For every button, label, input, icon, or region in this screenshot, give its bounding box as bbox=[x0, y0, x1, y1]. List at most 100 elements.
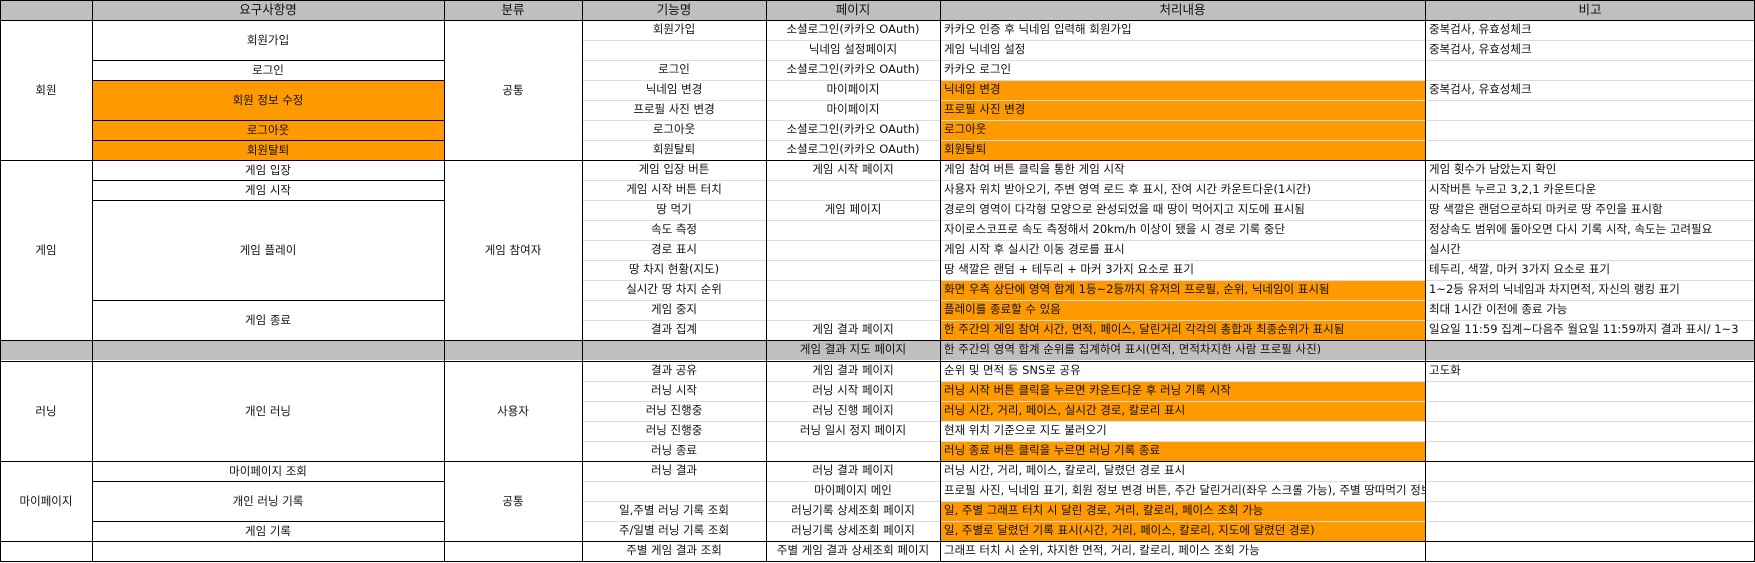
grid-line bbox=[92, 180, 444, 181]
process-cell: 게임 시작 후 실시간 이동 경로를 표시 bbox=[944, 242, 1125, 256]
process-cell: 러닝 시간, 거리, 페이스, 칼로리, 달렸던 경로 표시 bbox=[944, 463, 1186, 477]
feature-cell: 러닝 시작 bbox=[651, 383, 697, 397]
grid-line bbox=[92, 120, 444, 121]
grid-line bbox=[92, 0, 93, 562]
process-cell: 일, 주별 그래프 터치 시 달린 경로, 거리, 칼로리, 페이스 조회 가능 bbox=[940, 501, 1425, 521]
process-cell: 일, 주별로 달렸던 기록 표시(시간, 거리, 페이스, 칼로리, 지도에 달… bbox=[940, 521, 1425, 541]
process-cell: 카카오 인증 후 닉네임 입력해 회원가입 bbox=[944, 22, 1132, 36]
page-cell: 게임 페이지 bbox=[824, 202, 882, 216]
process-cell: 게임 참여 버튼 클릭을 통한 게임 시작 bbox=[944, 162, 1125, 176]
process-cell: 게임 닉네임 설정 bbox=[944, 42, 1026, 56]
row-line bbox=[582, 381, 1755, 382]
note-cell bbox=[1425, 521, 1755, 541]
column-header[interactable]: 기능명 bbox=[582, 0, 766, 20]
page-cell: 게임 결과 지도 페이지 bbox=[799, 342, 907, 356]
grid-line bbox=[92, 481, 444, 482]
page-cell: 게임 시작 페이지 bbox=[812, 162, 894, 176]
column-header[interactable]: 페이지 bbox=[766, 0, 940, 20]
page-cell bbox=[766, 280, 940, 300]
grid-line bbox=[0, 541, 1755, 542]
feature-cell: 로그아웃 bbox=[652, 122, 696, 136]
grid-line bbox=[0, 0, 1755, 1]
feature-cell: 러닝 결과 bbox=[651, 463, 697, 477]
group-cell-mypage: 마이페이지 bbox=[19, 494, 73, 508]
note-cell: 최대 1시간 이전에 종료 가능 bbox=[1429, 302, 1568, 316]
note-cell bbox=[1425, 401, 1755, 421]
process-cell: 프로필 사진 변경 bbox=[940, 100, 1425, 120]
note-cell: 고도화 bbox=[1429, 363, 1461, 377]
requirement-cell: 회원 정보 수정 bbox=[92, 80, 444, 120]
group-cell-member: 회원 bbox=[35, 83, 57, 97]
row-line bbox=[582, 441, 1755, 442]
column-header[interactable]: 비고 bbox=[1425, 0, 1755, 20]
note-cell: 정상속도 범위에 돌아오면 다시 기록 시작, 속도는 고려필요 bbox=[1429, 222, 1713, 236]
row-line bbox=[582, 100, 1755, 101]
process-cell: 사용자 위치 받아오기, 주변 영역 로드 후 표시, 잔여 시간 카운트다운(… bbox=[944, 182, 1311, 196]
column-header[interactable]: 분류 bbox=[444, 0, 582, 20]
note-cell bbox=[1425, 120, 1755, 140]
feature-cell: 결과 집계 bbox=[651, 322, 697, 336]
grid-line bbox=[92, 521, 444, 522]
process-cell: 순위 및 면적 등 SNS로 공유 bbox=[944, 363, 1081, 377]
process-cell: 러닝 종료 버튼 클릭을 누르면 러닝 기록 종료 bbox=[940, 441, 1425, 461]
page-cell: 러닝기록 상세조회 페이지 bbox=[791, 503, 915, 517]
feature-cell: 경로 표시 bbox=[651, 242, 697, 256]
process-cell: 카카오 로그인 bbox=[944, 62, 1012, 76]
note-cell: 게임 횟수가 남았는지 확인 bbox=[1429, 162, 1557, 176]
note-cell: 시작버튼 누르고 3,2,1 카운트다운 bbox=[1429, 182, 1597, 196]
requirement-cell: 개인 러닝 기록 bbox=[232, 494, 304, 508]
row-line bbox=[582, 401, 1755, 402]
feature-cell: 실시간 땅 차지 순위 bbox=[626, 282, 722, 296]
header-corner bbox=[0, 0, 92, 20]
group-cell-game: 게임 bbox=[35, 243, 57, 257]
page-cell: 러닝기록 상세조회 페이지 bbox=[791, 523, 915, 537]
feature-cell: 러닝 진행중 bbox=[645, 403, 703, 417]
feature-cell: 게임 입장 버튼 bbox=[638, 162, 710, 176]
feature-cell: 회원가입 bbox=[652, 22, 696, 36]
note-cell bbox=[1425, 140, 1755, 160]
row-line bbox=[582, 60, 1755, 61]
category-cell: 공통 bbox=[502, 83, 524, 97]
row-line bbox=[582, 481, 1755, 482]
page-cell: 주별 게임 결과 상세조회 페이지 bbox=[776, 543, 930, 557]
column-header[interactable]: 처리내용 bbox=[940, 0, 1425, 20]
feature-cell bbox=[582, 40, 766, 60]
note-cell: 중복검사, 유효성체크 bbox=[1429, 82, 1532, 96]
process-cell: 닉네임 변경 bbox=[940, 80, 1425, 100]
row-line bbox=[582, 300, 1755, 301]
category-cell: 사용자 bbox=[497, 404, 529, 418]
grid-line bbox=[0, 0, 1, 562]
page-cell: 소셜로그인(카카오 OAuth) bbox=[786, 122, 920, 136]
grid-line bbox=[582, 0, 583, 562]
grid-line bbox=[766, 0, 767, 562]
grid-line bbox=[0, 561, 1755, 562]
row-line bbox=[582, 501, 1755, 502]
feature-cell: 속도 측정 bbox=[651, 222, 697, 236]
grid-line bbox=[1425, 0, 1426, 562]
row-line bbox=[582, 200, 1755, 201]
page-cell bbox=[766, 220, 940, 240]
grid-line bbox=[92, 200, 444, 201]
page-cell bbox=[766, 300, 940, 320]
process-cell: 프로필 사진, 닉네임 표기, 회원 정보 변경 버튼, 주간 달린거리(좌우 … bbox=[944, 483, 1425, 497]
page-cell: 게임 결과 페이지 bbox=[812, 363, 894, 377]
requirement-cell: 게임 기록 bbox=[245, 524, 291, 538]
feature-cell: 주/일별 러닝 기록 조회 bbox=[618, 523, 730, 537]
process-cell: 러닝 시간, 거리, 페이스, 실시간 경로, 칼로리 표시 bbox=[940, 401, 1425, 421]
grid-line bbox=[0, 340, 1755, 341]
page-cell: 닉네임 설정페이지 bbox=[808, 42, 898, 56]
note-cell: 1~2등 유저의 닉네임과 차지면적, 자신의 랭킹 표기 bbox=[1429, 282, 1680, 296]
requirement-cell: 게임 입장 bbox=[245, 163, 291, 177]
feature-cell: 결과 공유 bbox=[651, 363, 697, 377]
process-cell: 그래프 터치 시 순위, 차지한 면적, 거리, 칼로리, 페이스 조회 가능 bbox=[944, 543, 1260, 557]
row-line bbox=[582, 120, 1755, 121]
grid-line bbox=[940, 0, 941, 562]
column-header[interactable]: 요구사항명 bbox=[92, 0, 444, 20]
requirement-cell: 게임 시작 bbox=[245, 183, 291, 197]
page-cell bbox=[766, 441, 940, 461]
note-cell bbox=[1425, 501, 1755, 521]
requirement-cell: 개인 러닝 bbox=[245, 404, 291, 418]
feature-cell: 주별 게임 결과 조회 bbox=[626, 543, 722, 557]
note-cell: 테두리, 색깔, 마커 3가지 요소로 표기 bbox=[1429, 262, 1611, 276]
grid-line bbox=[92, 140, 444, 141]
